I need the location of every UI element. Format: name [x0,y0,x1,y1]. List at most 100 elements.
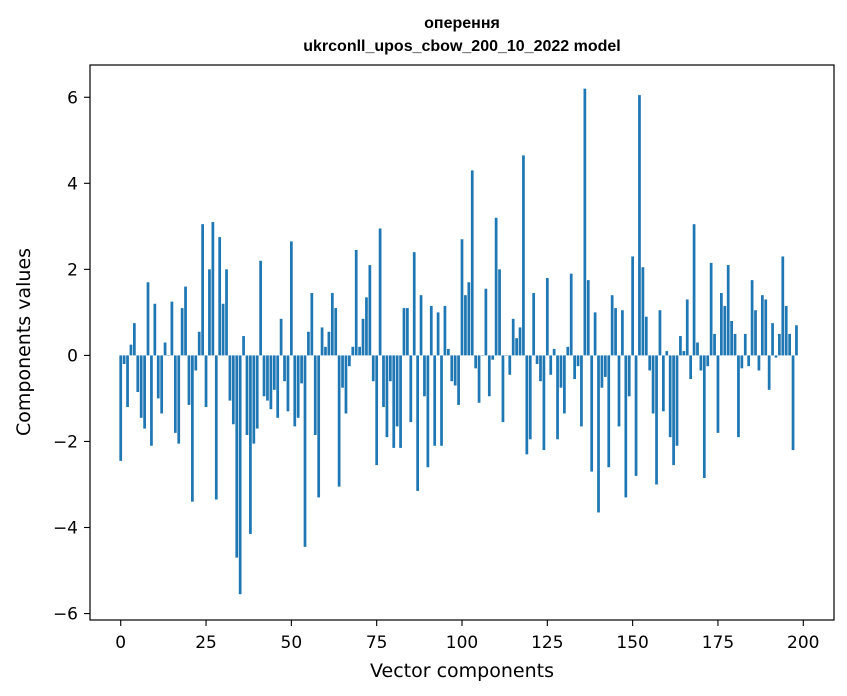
bar [556,355,559,440]
bar [627,355,631,397]
bar [136,355,140,392]
bar [771,323,774,356]
bar [737,355,740,438]
y-tick-label: 2 [67,260,78,280]
bar [788,333,791,356]
bar [614,308,617,356]
bar [375,355,379,466]
bar [354,250,358,356]
bar [300,355,303,384]
bar [795,325,798,356]
bar [720,293,723,356]
bar [774,355,778,358]
bar [262,355,266,397]
bar [600,355,604,388]
bar [726,265,730,356]
bar [184,286,187,356]
bar [709,262,713,356]
bar [781,256,785,356]
bar [539,355,542,382]
bar [310,293,314,356]
bar [307,331,310,356]
bar [395,355,399,427]
bar [624,355,628,498]
bar [255,355,259,429]
x-tick-label: 25 [195,633,217,653]
bar [231,355,235,425]
bar [552,348,556,356]
bar [214,355,218,500]
bar [388,355,392,382]
bar [286,355,290,412]
bar [573,355,576,380]
bar [692,224,696,356]
bar [170,301,174,356]
bar [730,320,733,356]
bar [365,297,368,356]
bar [122,355,126,365]
bar [733,333,737,356]
bar [433,355,437,446]
bar [685,299,689,356]
bars-group [119,88,798,595]
bar [426,355,430,468]
bar [180,308,184,356]
bar [201,224,204,356]
bar [361,318,365,356]
bar [563,355,566,414]
bar [371,355,375,382]
bar [696,342,699,356]
bar [173,355,177,433]
bar [283,355,286,382]
bar [668,355,672,438]
x-axis-label: Vector components [370,660,554,682]
bar [621,310,624,356]
bar [409,355,413,423]
bar [416,355,419,491]
bar [194,355,198,371]
bar [675,355,679,446]
bar [412,252,416,356]
x-tick-label: 50 [281,633,303,653]
bar [610,295,614,356]
bar [143,355,146,429]
bar [474,355,478,369]
bar [644,316,648,356]
bar [450,355,454,382]
bar [532,293,536,356]
bar [324,346,327,356]
bar [279,318,283,356]
bar [252,355,256,444]
bar [156,355,160,399]
x-tick-label: 200 [787,633,819,653]
bar [515,338,518,356]
bar [593,312,597,356]
bar [385,355,389,438]
bar [522,155,525,356]
bar [494,217,498,356]
bar [119,355,123,461]
bar [665,351,669,356]
bar [511,318,515,356]
bar [296,355,300,418]
bar [446,348,450,356]
bar [269,355,273,410]
bar [470,170,474,356]
bar [303,355,307,547]
bar [266,355,269,401]
bar [549,355,553,375]
bar [679,336,682,356]
plot-frame [89,64,835,621]
bar [477,355,481,403]
bar [259,260,263,356]
bar [337,355,341,487]
bar [341,355,344,388]
bar [208,269,211,356]
bar [559,355,563,388]
bar [641,267,645,356]
bar [163,342,167,356]
bar [211,222,215,356]
chart-subtitle: ukrconll_upos_cbow_200_10_2022 model [303,38,620,55]
bar [457,355,460,405]
